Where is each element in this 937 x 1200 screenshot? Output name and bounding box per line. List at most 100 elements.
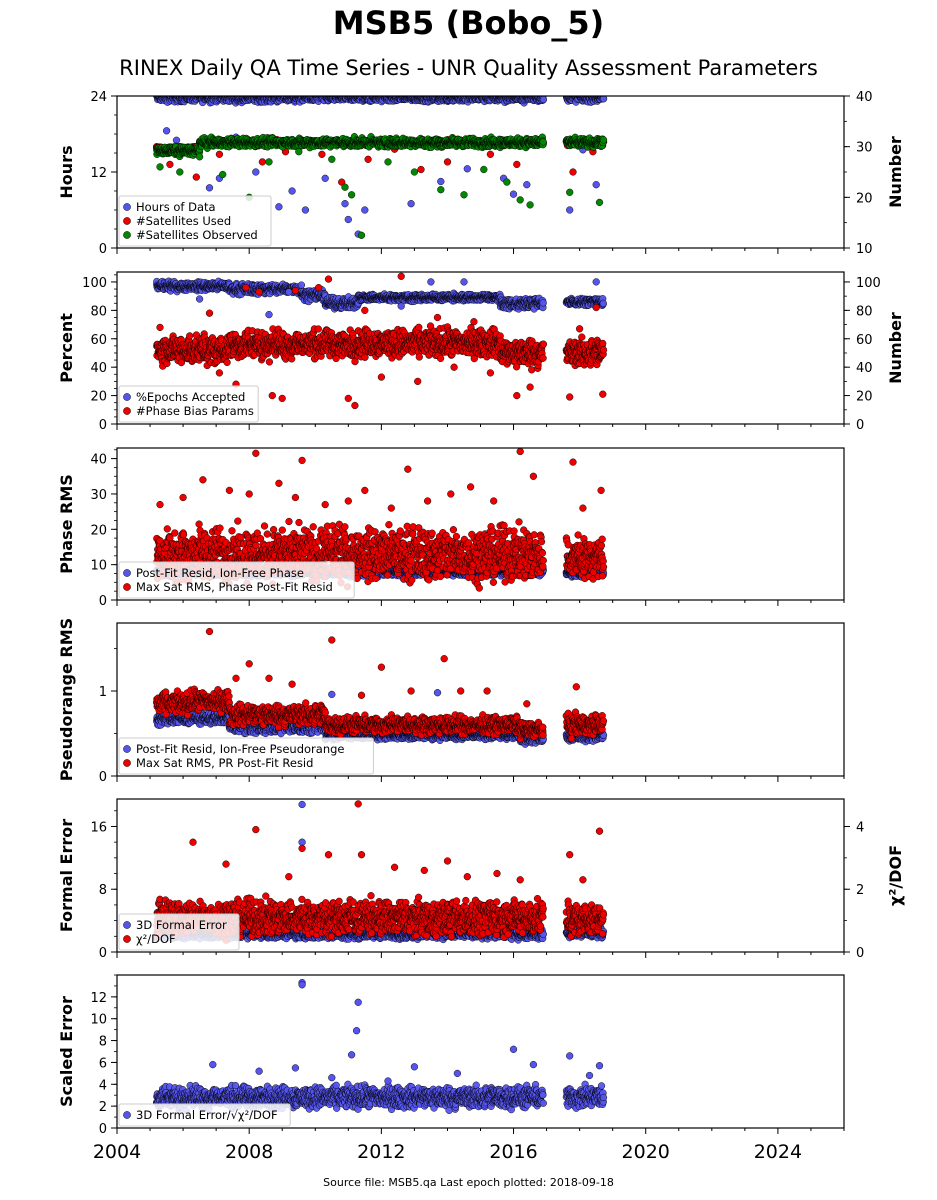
y-tick-label: 24 bbox=[90, 90, 107, 105]
data-point bbox=[295, 148, 303, 156]
series-blue-2 bbox=[153, 277, 607, 319]
data-point bbox=[328, 155, 336, 163]
data-point bbox=[384, 158, 392, 166]
legend-marker bbox=[123, 217, 131, 225]
data-point bbox=[341, 200, 349, 208]
data-point bbox=[463, 165, 471, 173]
data-point bbox=[599, 136, 608, 144]
y2-tick-label: 10 bbox=[856, 242, 873, 257]
data-point bbox=[258, 158, 267, 166]
data-point bbox=[344, 96, 349, 97]
data-point bbox=[341, 183, 349, 191]
data-point bbox=[600, 96, 604, 97]
data-point bbox=[509, 190, 518, 198]
data-point bbox=[205, 184, 214, 192]
data-point bbox=[215, 150, 224, 158]
data-point bbox=[566, 188, 574, 196]
data-point bbox=[592, 181, 600, 189]
data-point bbox=[426, 96, 428, 97]
data-point bbox=[301, 96, 305, 97]
data-point bbox=[437, 177, 445, 186]
y2-tick-label: 30 bbox=[856, 141, 873, 156]
data-point bbox=[278, 89, 285, 96]
y2-axis-label: Number bbox=[886, 136, 905, 208]
legend-label: #Satellites Observed bbox=[136, 228, 258, 242]
data-point bbox=[513, 160, 521, 169]
data-point bbox=[197, 96, 202, 97]
y-axis-label: Hours bbox=[57, 145, 76, 198]
data-point bbox=[393, 88, 400, 95]
data-point bbox=[334, 96, 336, 97]
data-point bbox=[519, 96, 521, 97]
data-point bbox=[523, 181, 531, 189]
data-point bbox=[265, 158, 273, 166]
legend-marker bbox=[123, 231, 131, 239]
data-point bbox=[275, 203, 283, 211]
data-point bbox=[288, 187, 296, 195]
data-point bbox=[405, 88, 412, 95]
data-point bbox=[364, 155, 372, 163]
data-point bbox=[522, 89, 529, 96]
data-point bbox=[162, 127, 171, 135]
data-point bbox=[252, 168, 260, 176]
panel-1: 0 12 24 10 20 30 40 Hours Number Hours of Data#Sa… bbox=[57, 88, 905, 257]
data-point bbox=[341, 96, 347, 97]
data-point bbox=[569, 168, 577, 176]
data-point bbox=[516, 196, 524, 204]
data-point bbox=[318, 150, 326, 158]
data-point bbox=[376, 96, 381, 97]
data-point bbox=[526, 201, 534, 209]
legend-marker bbox=[123, 203, 131, 211]
legend-label: #Satellites Used bbox=[136, 214, 231, 228]
data-point bbox=[539, 138, 547, 146]
data-point bbox=[503, 178, 511, 186]
series-blue-1 bbox=[153, 88, 608, 238]
data-point bbox=[266, 96, 271, 97]
data-point bbox=[486, 150, 495, 158]
data-point bbox=[301, 206, 310, 214]
y-tick-label: 0 bbox=[99, 242, 107, 257]
data-point bbox=[164, 96, 166, 97]
data-point bbox=[194, 89, 201, 96]
data-point bbox=[344, 215, 352, 224]
data-point bbox=[480, 165, 488, 174]
data-point bbox=[264, 89, 271, 96]
data-point bbox=[379, 96, 383, 97]
data-point bbox=[331, 96, 335, 97]
data-point bbox=[322, 89, 329, 96]
data-point bbox=[354, 96, 359, 97]
data-point bbox=[278, 96, 283, 97]
data-point bbox=[539, 96, 548, 104]
data-point bbox=[305, 96, 310, 97]
data-point bbox=[299, 96, 304, 97]
data-point bbox=[470, 96, 473, 97]
data-point bbox=[321, 174, 329, 182]
data-point bbox=[333, 96, 335, 97]
data-point bbox=[407, 200, 415, 208]
data-point bbox=[155, 96, 160, 97]
data-point bbox=[460, 191, 468, 199]
legend: Hours of Data#Satellites Used#Satellites… bbox=[118, 195, 272, 247]
data-point bbox=[357, 231, 366, 239]
data-point bbox=[515, 89, 522, 96]
y2-tick-label: 20 bbox=[856, 191, 873, 206]
data-point bbox=[443, 158, 452, 166]
data-point bbox=[232, 89, 239, 96]
data-point bbox=[433, 96, 437, 97]
data-point bbox=[426, 89, 433, 96]
data-point bbox=[579, 89, 586, 96]
y2-tick-label: 40 bbox=[856, 90, 873, 105]
chart-title: MSB5 (Bobo_5) bbox=[332, 4, 605, 42]
data-point bbox=[347, 191, 356, 199]
data-point bbox=[591, 89, 598, 96]
data-point bbox=[219, 170, 227, 179]
data-point bbox=[437, 186, 445, 194]
data-point bbox=[286, 96, 291, 97]
data-point bbox=[178, 96, 182, 97]
data-point bbox=[255, 96, 260, 97]
data-point bbox=[587, 89, 594, 96]
data-point bbox=[417, 165, 425, 174]
y-tick-label: 12 bbox=[90, 166, 107, 181]
